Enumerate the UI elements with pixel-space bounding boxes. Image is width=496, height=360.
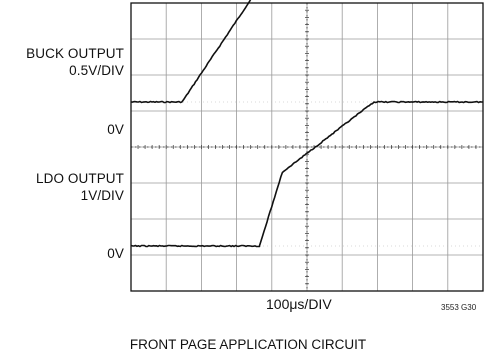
- x-axis-label: 100μs/DIV: [266, 296, 332, 312]
- buck-zero-label: 0V: [107, 122, 124, 137]
- buck-output-label: BUCK OUTPUT 0.5V/DIV: [4, 45, 124, 79]
- ldo-zero-label: 0V: [107, 246, 124, 261]
- plot-frame: [130, 2, 484, 292]
- grid: [130, 2, 484, 292]
- ldo-output-label: LDO OUTPUT 1V/DIV: [4, 170, 124, 204]
- buck-title: BUCK OUTPUT: [26, 46, 124, 61]
- figure-caption: FRONT PAGE APPLICATION CIRCUIT: [129, 337, 367, 352]
- buck-output-trace: [130, 0, 252, 104]
- ldo-output-trace: [130, 100, 483, 248]
- figure-id: 3553 G30: [441, 303, 477, 312]
- ldo-title: LDO OUTPUT: [35, 171, 124, 186]
- buck-scale: 0.5V/DIV: [69, 63, 124, 78]
- traces: [130, 0, 483, 248]
- ldo-scale: 1V/DIV: [80, 188, 124, 203]
